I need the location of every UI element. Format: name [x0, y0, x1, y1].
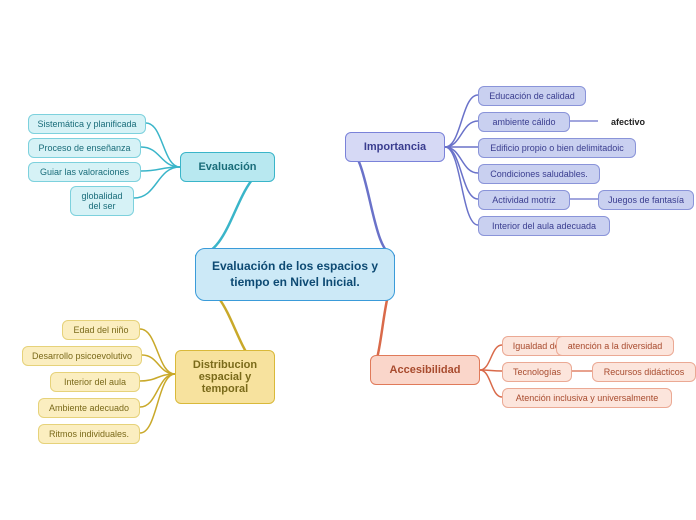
mindmap-node: Evaluación de los espacios ytiempo en Ni… — [195, 248, 395, 301]
mindmap-node: atención a la diversidad — [556, 336, 674, 356]
mindmap-node: Actividad motriz — [478, 190, 570, 210]
mindmap-node: Ritmos individuales. — [38, 424, 140, 444]
mindmap-node: Interior del aula — [50, 372, 140, 392]
mindmap-node: globalidaddel ser — [70, 186, 134, 216]
mindmap-node: Atención inclusiva y universalmente — [502, 388, 672, 408]
mindmap-node: Edificio propio o bien delimitadoic — [478, 138, 636, 158]
mindmap-node: Evaluación — [180, 152, 275, 182]
mindmap-node: Tecnologías — [502, 362, 572, 382]
mindmap-node: ambiente cálido — [478, 112, 570, 132]
mindmap-node: Importancia — [345, 132, 445, 162]
mindmap-node: Accesibilidad — [370, 355, 480, 385]
mindmap-node: afectivo — [598, 112, 658, 132]
mindmap-node: Educación de calidad — [478, 86, 586, 106]
mindmap-node: Sistemática y planificada — [28, 114, 146, 134]
mindmap-node: Distribucionespacial ytemporal — [175, 350, 275, 404]
mindmap-node: Juegos de fantasía — [598, 190, 694, 210]
mindmap-node: Guiar las valoraciones — [28, 162, 141, 182]
mindmap-node: Desarrollo psicoevolutivo — [22, 346, 142, 366]
mindmap-node: Edad del niño — [62, 320, 140, 340]
mindmap-node: Interior del aula adecuada — [478, 216, 610, 236]
mindmap-node: Condiciones saludables. — [478, 164, 600, 184]
mindmap-node: Ambiente adecuado — [38, 398, 140, 418]
mindmap-node: Proceso de enseñanza — [28, 138, 141, 158]
mindmap-node: Recursos didácticos — [592, 362, 696, 382]
